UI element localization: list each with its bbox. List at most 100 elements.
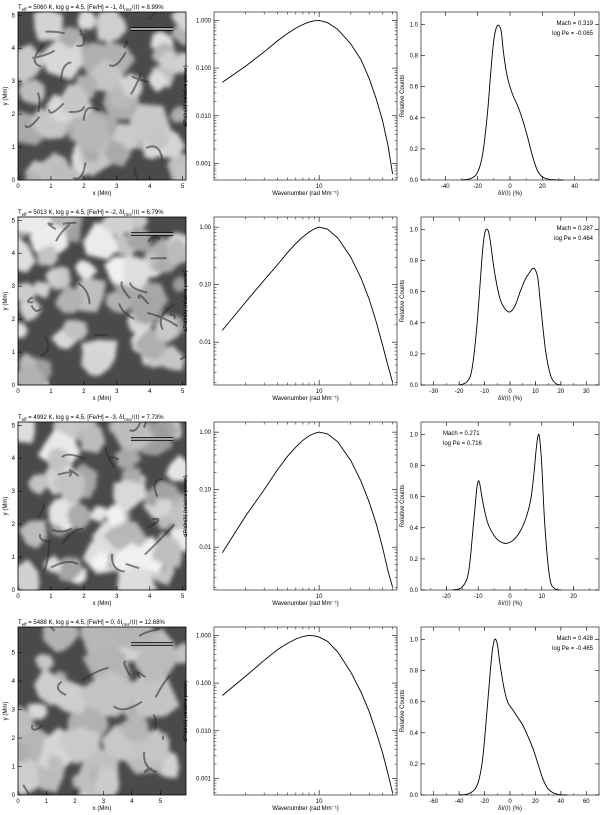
y-tick-label: 0 [12,178,16,184]
y-tick-label: 0.2 [410,147,419,153]
x-axis-label: δI/⟨I⟩ (%) [498,395,522,402]
y-tick-label: 0.4 [410,731,419,737]
y-tick-label: 3 [12,79,16,85]
x-tick-label: 40 [571,184,578,190]
x-tick-label: 0 [16,389,20,395]
x-tick-label: -30 [429,389,438,395]
x-tick-label: 0 [508,389,512,395]
x-tick-label: -20 [442,594,451,600]
y-tick-label: 0.4 [410,116,419,122]
x-tick-label: 10 [316,799,323,805]
y-tick-label: 0.4 [410,526,419,532]
y-tick-label: 1 [12,765,16,771]
granulation-image-panel: 0 1 2 3 4 5 0 1 2 3 4 5 x (Mm) y (Mm) Teff = 5060 K, l… [3,4,187,197]
x-tick-label: 4 [148,184,152,190]
x-tick-label: 3 [115,594,119,600]
x-tick-label: 4 [148,389,152,395]
x-tick-label: -40 [455,799,464,805]
granulation-texture [18,627,186,795]
row-title: Teff = 5060 K, log g = 4.5, [Fe/H] = -1,… [18,4,164,12]
x-tick-label: -20 [480,799,489,805]
y-tick-label: 3 [12,708,16,714]
histogram-curve [461,24,564,181]
y-tick-label: 0 [12,588,16,594]
x-tick-label: 0 [16,594,20,600]
x-tick-label: 10 [538,594,545,600]
y-axis-label: dP/dln(k) (relative power) [183,270,189,332]
x-tick-label: 5 [159,799,163,805]
x-tick-label: 2 [82,389,86,395]
image-frame [17,421,187,591]
y-tick-label: 3 [12,284,16,290]
granulation-texture [18,422,186,590]
x-tick-label: 10 [316,594,323,600]
y-tick-label: 4 [12,456,16,462]
y-tick-label: 0.8 [410,259,419,265]
y-tick-label: 1.0 [410,22,419,28]
x-axis-label: x (Mm) [93,396,112,402]
y-tick-label: 0.6 [410,700,419,706]
x-axis-label: δI/⟨I⟩ (%) [498,600,522,607]
y-axis-label: Relative Counts [400,280,406,322]
x-tick-label: -10 [480,389,489,395]
y-tick-label: 2 [12,112,16,118]
y-tick-label: 1.00 [199,225,211,231]
peclet-annotation: log Pe = 0.464 [554,236,594,242]
y-tick-label: 0.0 [410,178,419,184]
x-tick-label: 10 [532,389,539,395]
x-tick-label: 2 [82,594,86,600]
x-axis-label: Wavenumber (rad Mm⁻¹) [272,806,339,812]
mach-annotation: Mach = 0.271 [443,431,480,437]
y-axis-label: y (Mm) [3,292,9,311]
granulation-image-panel: 0 1 2 3 4 5 0 1 2 3 4 5 x (Mm) y (Mm) Teff = 5488 K, l… [3,619,187,812]
histogram-panel: -40 -20 0 20 40 0.0 0.2 0.4 0.6 0.8 1.0 Mach = 0.31… [400,11,600,197]
x-tick-label: 3 [102,799,106,805]
x-axis-label: Wavenumber (rad Mm⁻¹) [272,191,339,197]
y-axis-label: y (Mm) [3,87,9,106]
y-axis-label: Relative Counts [400,485,406,527]
x-tick-label: -20 [473,184,482,190]
plot-frame [420,216,600,386]
x-axis-label: x (Mm) [93,806,112,812]
y-tick-label: 0.2 [410,762,419,768]
y-tick-label: 0.001 [196,776,212,782]
image-frame [17,11,187,181]
power-spectrum-panel: 10 1.00 0.10 0.01 Wavenumber (rad Mm⁻¹) dP/dl… [183,216,398,402]
y-tick-label: 0.8 [410,54,419,60]
y-tick-label: 1 [12,555,16,561]
x-tick-label: -60 [429,799,438,805]
y-tick-label: 0.0 [410,588,419,594]
x-tick-label: 5 [181,184,185,190]
y-tick-label: 1.000 [196,18,212,24]
y-tick-label: 0.001 [196,161,212,167]
x-axis-label: x (Mm) [93,191,112,197]
plot-frame [213,421,398,591]
y-tick-label: 2 [12,736,16,742]
plot-frame [213,216,398,386]
x-tick-label: 0 [16,184,20,190]
granulation-texture [18,12,186,180]
power-curve [222,634,394,793]
row-title: Teff = 5013 K, log g = 4.5, [Fe/H] = -2,… [18,209,164,217]
y-tick-label: 0 [12,383,16,389]
y-tick-label: 0.2 [410,557,419,563]
x-tick-label: 3 [115,389,119,395]
power-spectrum-panel: 10 1.00 0.10 0.01 Wavenumber (rad Mm⁻¹) dP/dl… [183,421,398,607]
x-axis-label: Wavenumber (rad Mm⁻¹) [272,396,339,402]
x-tick-label: 0 [16,799,20,805]
y-tick-label: 5 [12,13,16,19]
y-tick-label: 5 [12,218,16,224]
y-axis-label: y (Mm) [3,702,9,721]
x-tick-label: 60 [583,799,590,805]
peclet-annotation: log Pe = 0.716 [443,441,483,447]
row-title: Teff = 4992 K, log g = 4.5, [Fe/H] = -3,… [18,414,164,422]
y-tick-label: 0.10 [199,283,211,289]
y-tick-label: 1.0 [410,432,419,438]
mach-annotation: Mach = 0.319 [556,21,593,27]
x-tick-label: 10 [316,184,323,190]
y-tick-label: 1.00 [199,430,211,436]
x-tick-label: -20 [455,389,464,395]
x-tick-label: 40 [558,799,565,805]
y-tick-label: 0.6 [410,85,419,91]
